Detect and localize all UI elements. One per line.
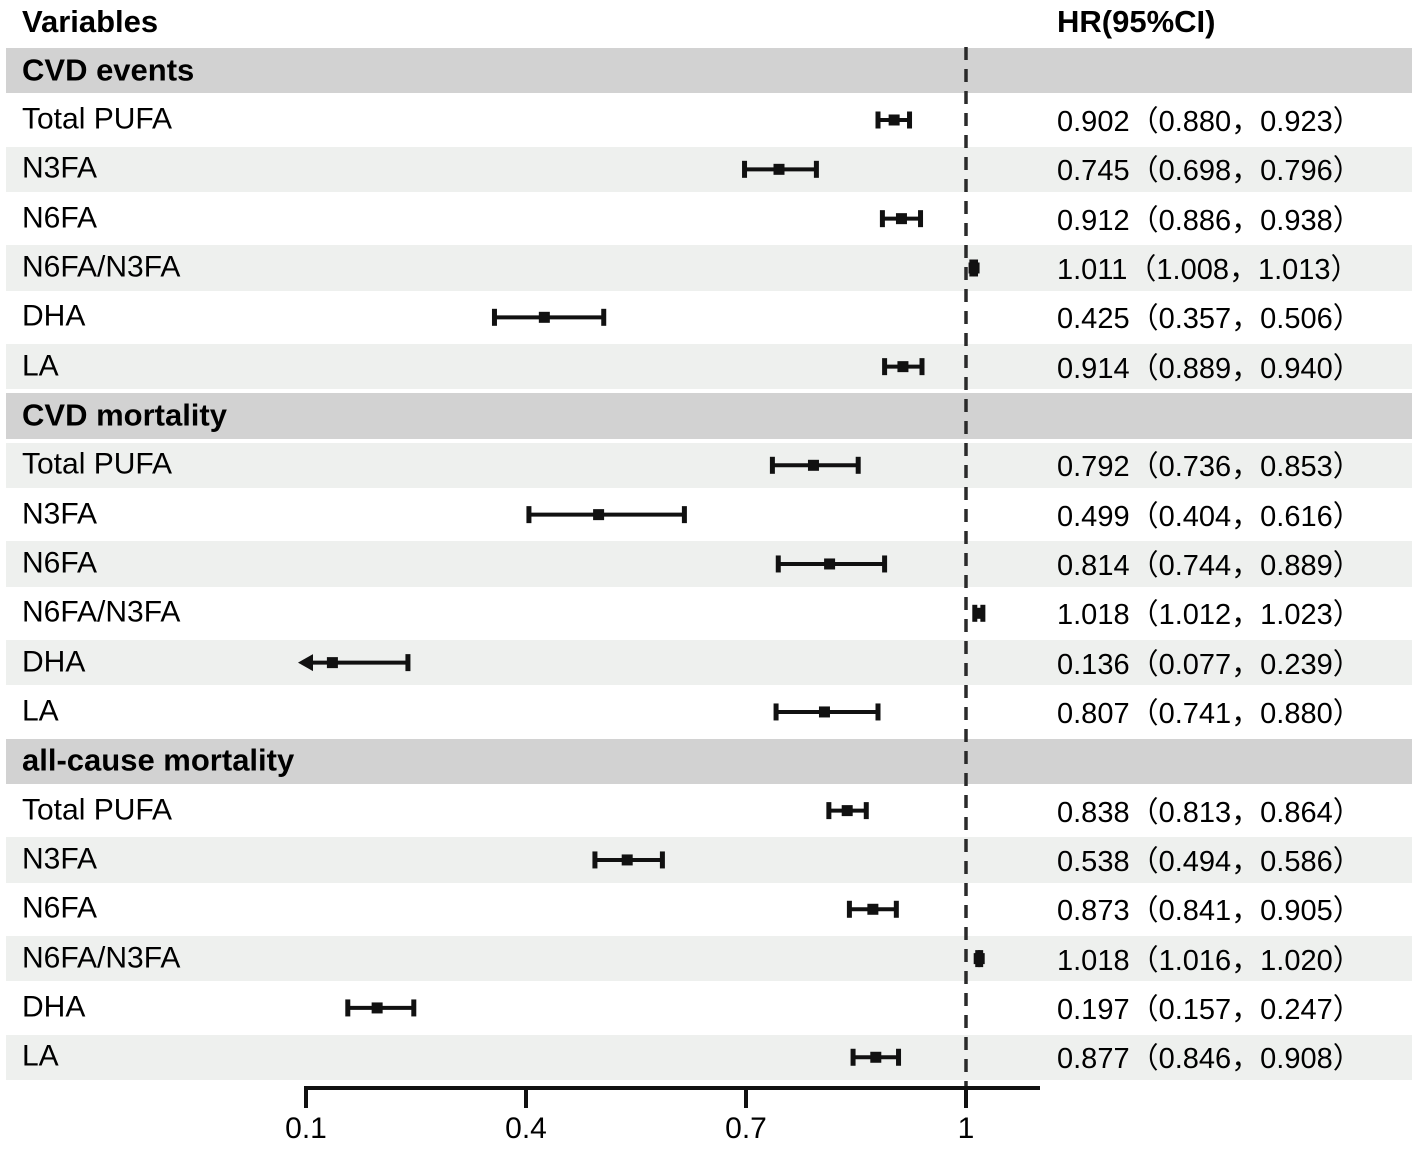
table-row: N6FA/N3FA 1.011（1.008，1.013） — [6, 245, 1412, 291]
hr-ci-value: 0.814（0.744，0.889） — [1057, 550, 1362, 583]
hr-ci-value: 0.136（0.077，0.239） — [1057, 648, 1362, 681]
table-row: N3FA 0.745（0.698，0.796） — [6, 146, 1412, 192]
table-row: DHA 0.425（0.357，0.506） — [6, 295, 1412, 340]
row-label: N6FA/N3FA — [22, 595, 181, 629]
hr-ci-value: 0.838（0.813，0.864） — [1057, 796, 1362, 829]
table-row: N3FA 0.538（0.494，0.586） — [6, 837, 1412, 883]
row-label: LA — [22, 1039, 59, 1073]
table-row: N6FA/N3FA 1.018（1.016，1.020） — [6, 935, 1412, 982]
table-row: DHA 0.197（0.157，0.247） — [6, 985, 1412, 1030]
hr-ci-value: 0.197（0.157，0.247） — [1057, 994, 1362, 1027]
hr-ci-value: 0.499（0.404，0.616） — [1057, 500, 1362, 533]
row-label: N3FA — [22, 151, 98, 185]
row-label: Total PUFA — [22, 447, 173, 481]
table-row: N3FA 0.499（0.404，0.616） — [6, 492, 1412, 537]
hr-ci-value: 0.792（0.736，0.853） — [1057, 451, 1362, 484]
row-label: Total PUFA — [22, 102, 173, 136]
hr-ci-value: 1.018（1.016，1.020） — [1057, 944, 1362, 977]
row-label: DHA — [22, 990, 86, 1024]
row-label: N6FA/N3FA — [22, 940, 181, 974]
row-label: N3FA — [22, 842, 98, 876]
hr-ci-value: 0.912（0.886，0.938） — [1057, 204, 1362, 237]
hr-ci-column-header: HR(95%CI) — [1057, 4, 1216, 39]
section-header-band: CVD events — [6, 48, 1412, 94]
hr-ci-value: 0.914（0.889，0.940） — [1057, 352, 1362, 385]
row-label: N3FA — [22, 496, 98, 530]
table-row: Total PUFA 0.902（0.880，0.923） — [6, 97, 1412, 142]
table-row: N6FA 0.873（0.841，0.905） — [6, 887, 1412, 932]
hr-ci-value: 0.873（0.841，0.905） — [1057, 895, 1362, 928]
table-row: N6FA 0.814（0.744，0.889） — [6, 541, 1412, 587]
table-row: LA 0.914（0.889，0.940） — [6, 343, 1412, 390]
table-row: Total PUFA 0.792（0.736，0.853） — [6, 442, 1412, 488]
variables-column-header: Variables — [22, 4, 159, 39]
section-title: CVD mortality — [22, 397, 227, 433]
table-row: Total PUFA 0.838（0.813，0.864） — [6, 788, 1412, 833]
row-label: N6FA — [22, 546, 98, 580]
table-row: N6FA 0.912（0.886，0.938） — [6, 196, 1412, 241]
hr-ci-value: 1.018（1.012，1.023） — [1057, 599, 1362, 632]
axis-tick-label: 1 — [957, 1112, 975, 1145]
section-title: all-cause mortality — [22, 742, 295, 778]
hr-ci-value: 0.538（0.494，0.586） — [1057, 846, 1362, 879]
hr-ci-value: 0.902（0.880，0.923） — [1057, 106, 1362, 139]
row-label: N6FA/N3FA — [22, 250, 181, 284]
section-title: CVD events — [22, 51, 195, 87]
hr-ci-value: 1.011（1.008，1.013） — [1057, 254, 1360, 287]
axis-tick-label: 0.1 — [285, 1112, 327, 1145]
row-label: LA — [22, 694, 59, 728]
hr-ci-value: 0.425（0.357，0.506） — [1057, 303, 1362, 336]
hr-ci-value: 0.807（0.741，0.880） — [1057, 698, 1362, 731]
row-label: DHA — [22, 644, 86, 678]
row-label: Total PUFA — [22, 792, 173, 826]
row-label: N6FA — [22, 200, 98, 234]
row-label: N6FA — [22, 891, 98, 925]
table-row: N6FA/N3FA 1.018（1.012，1.023） — [6, 591, 1412, 636]
hr-ci-value: 0.877（0.846，0.908） — [1057, 1043, 1362, 1076]
section-header-band: all-cause mortality — [6, 738, 1412, 784]
column-header-row: Variables HR(95%CI) — [0, 0, 1418, 46]
row-label: LA — [22, 348, 59, 382]
table-row: LA 0.807（0.741，0.880） — [6, 689, 1412, 734]
axis-tick-label: 0.7 — [725, 1112, 767, 1145]
axis-tick-label: 0.4 — [505, 1112, 547, 1145]
hr-ci-value: 0.745（0.698，0.796） — [1057, 155, 1362, 188]
table-row: LA 0.877（0.846，0.908） — [6, 1034, 1412, 1080]
table-row: DHA 0.136（0.077，0.239） — [6, 639, 1412, 686]
row-label: DHA — [22, 299, 86, 333]
section-header-band: CVD mortality — [6, 393, 1412, 439]
